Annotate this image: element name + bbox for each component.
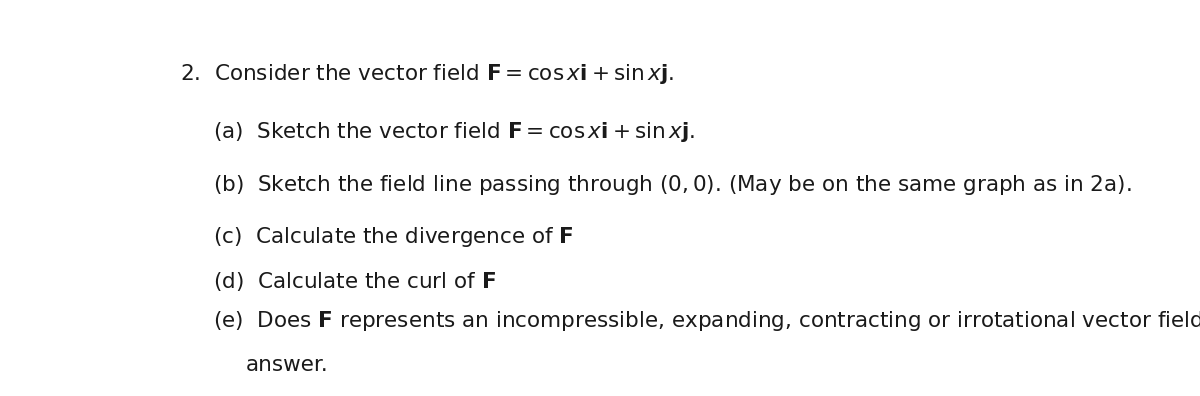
Text: (a)  Sketch the vector field $\mathbf{F} = \cos x\mathbf{i} + \sin x\mathbf{j}.$: (a) Sketch the vector field $\mathbf{F} … <box>214 120 695 144</box>
Text: (e)  Does $\mathbf{F}$ represents an incompressible, expanding, contracting or i: (e) Does $\mathbf{F}$ represents an inco… <box>214 308 1200 333</box>
Text: (c)  Calculate the divergence of $\mathbf{F}$: (c) Calculate the divergence of $\mathbf… <box>214 225 574 249</box>
Text: (d)  Calculate the curl of $\mathbf{F}$: (d) Calculate the curl of $\mathbf{F}$ <box>214 270 497 293</box>
Text: answer.: answer. <box>246 355 329 375</box>
Text: 2.  Consider the vector field $\mathbf{F} = \cos x\mathbf{i} + \sin x\mathbf{j}.: 2. Consider the vector field $\mathbf{F}… <box>180 62 674 86</box>
Text: (b)  Sketch the field line passing through $(0, 0)$. (May be on the same graph a: (b) Sketch the field line passing throug… <box>214 173 1132 197</box>
